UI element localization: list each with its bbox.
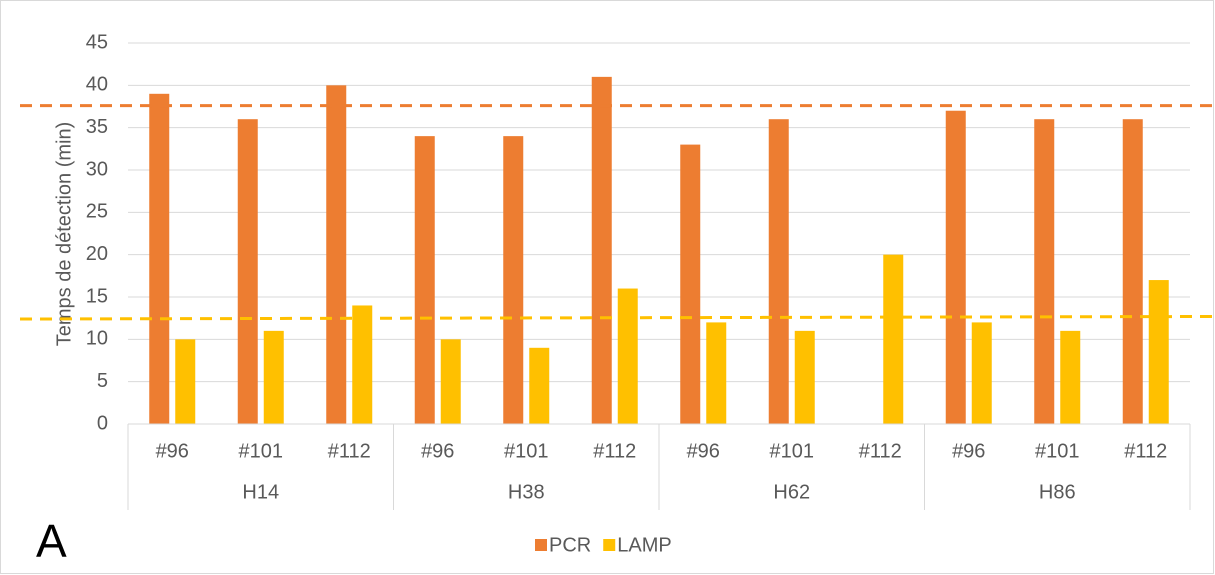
x-tick-label: #112 xyxy=(1124,440,1167,462)
bar xyxy=(1148,280,1169,424)
bar xyxy=(883,254,904,424)
bar xyxy=(945,110,966,424)
legend-label: LAMP xyxy=(617,534,671,556)
bar xyxy=(1060,330,1081,424)
bar xyxy=(768,119,789,424)
x-tick-label: #96 xyxy=(421,440,454,462)
bar xyxy=(237,119,258,424)
x-tick-label: #101 xyxy=(239,440,284,462)
y-tick-label: 25 xyxy=(86,201,108,223)
group-label: H86 xyxy=(1039,481,1076,503)
bar xyxy=(440,339,461,424)
bar xyxy=(414,136,435,424)
y-axis-label: Temps de détection (min) xyxy=(53,122,75,347)
y-tick-label: 45 xyxy=(86,31,108,53)
x-tick-label: #101 xyxy=(770,440,815,462)
y-tick-label: 0 xyxy=(97,412,108,434)
x-tick-label: #96 xyxy=(952,440,985,462)
y-tick-label: 40 xyxy=(86,74,108,96)
bar xyxy=(149,93,170,425)
bar xyxy=(591,76,612,424)
y-tick-label: 5 xyxy=(97,370,108,392)
bar xyxy=(617,288,638,424)
bar xyxy=(503,136,524,424)
panel-label: A xyxy=(36,515,67,567)
group-label: H38 xyxy=(508,481,545,503)
x-tick-label: #112 xyxy=(593,440,636,462)
bar xyxy=(971,322,992,424)
bar xyxy=(1122,119,1143,424)
bar xyxy=(326,85,347,424)
y-tick-label: 30 xyxy=(86,158,108,180)
y-tick-label: 10 xyxy=(86,328,108,350)
x-tick-label: #101 xyxy=(1035,440,1080,462)
bar xyxy=(1034,119,1055,424)
bar xyxy=(680,144,701,424)
group-label: H62 xyxy=(773,481,810,503)
x-tick-label: #96 xyxy=(156,440,189,462)
bar xyxy=(529,347,550,424)
bar xyxy=(263,330,284,424)
y-tick-label: 20 xyxy=(86,243,108,265)
legend-swatch xyxy=(535,539,547,551)
bar xyxy=(794,330,815,424)
x-tick-label: #96 xyxy=(687,440,720,462)
bar xyxy=(175,339,196,424)
legend-swatch xyxy=(603,539,616,551)
group-label: H14 xyxy=(242,481,279,503)
x-tick-label: #112 xyxy=(328,440,371,462)
bar xyxy=(706,322,727,424)
x-tick-label: #101 xyxy=(504,440,549,462)
x-tick-label: #112 xyxy=(859,440,902,462)
bar xyxy=(352,305,373,424)
y-tick-label: 35 xyxy=(86,116,108,138)
legend-label: PCR xyxy=(549,534,591,556)
y-tick-label: 15 xyxy=(86,285,108,307)
